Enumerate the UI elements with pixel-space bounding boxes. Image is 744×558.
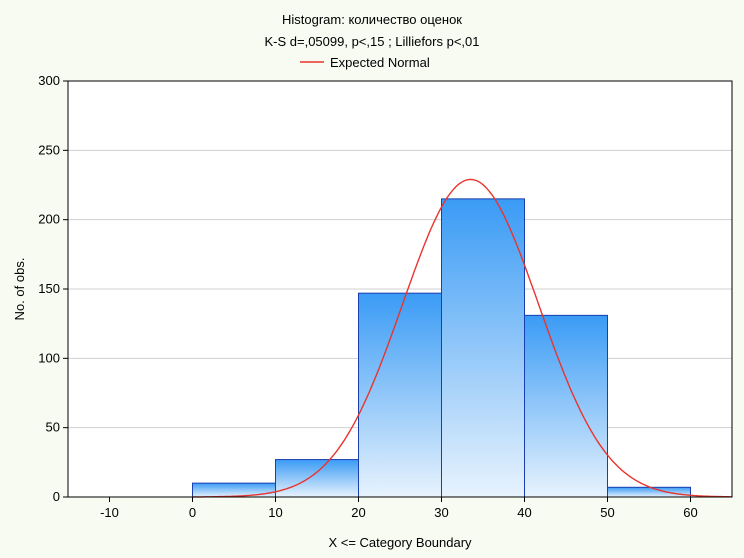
y-axis-ticks: 0 50 100 150 200 250 300: [38, 73, 68, 504]
x-tick-label: 0: [189, 505, 196, 520]
x-tick-label: 30: [434, 505, 448, 520]
histogram-bar-6: [607, 486, 691, 498]
histogram-bar-1: [192, 482, 276, 498]
y-tick-label: 300: [38, 73, 60, 88]
chart-subtitle: K-S d=,05099, p<,15 ; Lilliefors p<,01: [264, 34, 479, 49]
x-tick-label: 40: [517, 505, 531, 520]
histogram-bar-2: [275, 459, 359, 498]
y-tick-label: 0: [53, 489, 60, 504]
y-axis-label: No. of obs.: [12, 258, 27, 321]
y-tick-label: 200: [38, 212, 60, 227]
x-tick-label: 60: [683, 505, 697, 520]
x-axis-ticks: -10 0 10 20 30 40 50 60: [100, 497, 698, 520]
histogram-bar-3: [358, 292, 442, 498]
x-axis-label: X <= Category Boundary: [328, 535, 472, 550]
legend: Expected Normal: [300, 55, 430, 70]
expected-normal-curve: [192, 178, 732, 498]
x-tick-label: 20: [351, 505, 365, 520]
chart-title: Histogram: количество оценок: [282, 12, 462, 27]
y-tick-label: 50: [46, 420, 60, 435]
y-tick-label: 150: [38, 281, 60, 296]
bars: [192, 198, 691, 498]
plot-area: -10 0 10 20 30 40 50 60 0 50 100 150 200 250 300: [38, 73, 733, 520]
legend-label-expected-normal: Expected Normal: [330, 55, 430, 70]
histogram-bar-4: [441, 198, 525, 498]
x-tick-label: 10: [268, 505, 282, 520]
x-tick-label: 50: [600, 505, 614, 520]
histogram-bar-5: [524, 314, 608, 498]
y-tick-label: 100: [38, 350, 60, 365]
y-tick-label: 250: [38, 142, 60, 157]
x-tick-label: -10: [100, 505, 119, 520]
